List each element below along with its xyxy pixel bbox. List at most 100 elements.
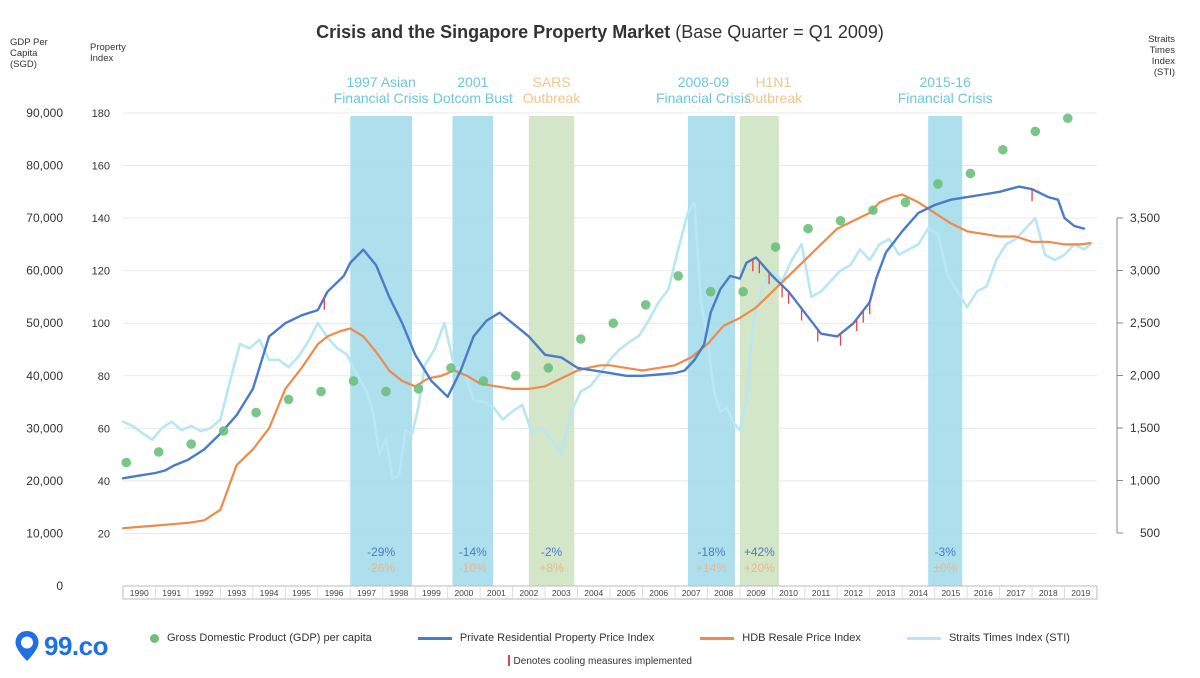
gdp-point — [511, 370, 521, 381]
location-pin-icon — [15, 631, 39, 661]
gdp-tick-label: 70,000 — [26, 211, 63, 225]
crisis-label: 2015-16 Financial Crisis — [855, 74, 1035, 106]
crisis-label: 1997 Asian Financial Crisis — [291, 74, 471, 106]
crisis-hdb-change: +14% — [696, 561, 727, 575]
sti-tick-label: 3,000 — [1130, 264, 1160, 278]
sti-tick-label: 1,000 — [1130, 474, 1160, 488]
gdp-point — [446, 363, 456, 373]
x-tick-label: 1995 — [292, 588, 311, 598]
sti-tick-label: 500 — [1140, 526, 1160, 540]
x-tick-label: 2014 — [909, 588, 928, 598]
legend-gdp-dot — [150, 633, 159, 643]
crisis-label-line2: Financial Crisis — [333, 90, 429, 106]
legend-hdb-label: HDB Resale Price Index — [742, 632, 861, 644]
crisis-label-line1: 2008-09 — [677, 74, 730, 90]
crisis-label: H1N1 Outbreak — [683, 74, 863, 106]
crisis-private-change: -2% — [541, 545, 563, 559]
x-tick-label: 1996 — [325, 588, 344, 598]
index-axis-title: Property Index — [90, 42, 126, 64]
index-tick-label: 140 — [92, 213, 110, 225]
crisis-hdb-change: +8% — [539, 561, 564, 575]
gdp-tick-label: 20,000 — [26, 474, 63, 488]
crisis-label: SARS Outbreak — [462, 74, 642, 106]
gdp-point — [316, 386, 326, 397]
gdp-point — [251, 407, 261, 418]
x-tick-label: 2008 — [714, 588, 733, 598]
gdp-tick-label: 30,000 — [26, 421, 63, 435]
crisis-band — [687, 116, 735, 586]
gdp-point — [543, 363, 554, 373]
x-tick-label: 1990 — [130, 588, 149, 598]
crisis-private-change: -29% — [367, 545, 395, 559]
logo: 99.co — [14, 630, 109, 662]
gdp-point — [575, 334, 586, 344]
gdp-point — [673, 271, 683, 281]
cooling-tick-icon — [508, 655, 510, 666]
gdp-point — [348, 376, 359, 386]
gdp-point — [705, 286, 716, 297]
hdb-series-line — [121, 193, 1092, 530]
index-tick-label: 120 — [92, 266, 110, 278]
legend-gdp-label: Gross Domestic Product (GDP) per capita — [167, 632, 372, 644]
x-tick-label: 1994 — [260, 588, 279, 598]
x-tick-label: 2011 — [812, 588, 831, 598]
gdp-point — [640, 300, 651, 310]
x-tick-label: 1997 — [357, 588, 376, 598]
gdp-point — [900, 197, 911, 208]
gdp-point — [1062, 113, 1073, 124]
gdp-tick-label: 50,000 — [26, 316, 63, 330]
crisis-label-line1: SARS — [532, 74, 571, 90]
crisis-label-line2: Financial Crisis — [897, 90, 993, 106]
crisis-band — [528, 116, 575, 586]
gdp-point — [738, 286, 748, 297]
x-tick-label: 1991 — [162, 588, 181, 598]
gdp-point — [770, 242, 781, 252]
x-tick-label: 1993 — [227, 588, 246, 598]
crisis-label-line1: 2015-16 — [919, 74, 971, 90]
crisis-label-line1: 2001 — [457, 74, 489, 90]
cooling-note: Denotes cooling measures implemented — [0, 655, 1200, 667]
gdp-point — [121, 457, 132, 468]
legend-item-private: Private Residential Property Price Index — [417, 632, 655, 644]
gdp-point — [965, 168, 976, 179]
crisis-label-line2: Outbreak — [744, 90, 803, 106]
crisis-band — [350, 116, 412, 586]
sti-tick-label: 2,000 — [1130, 369, 1160, 383]
gdp-point — [478, 376, 489, 386]
x-tick-label: 1999 — [422, 588, 441, 598]
index-tick-label: 160 — [92, 161, 110, 173]
crisis-label: 2001 Dotcom Bust — [383, 74, 563, 106]
crisis-band — [928, 116, 963, 586]
gdp-point — [868, 205, 878, 216]
gdp-tick-label: 0 — [56, 579, 63, 593]
gdp-tick-label: 90,000 — [26, 106, 63, 120]
crisis-band — [739, 116, 779, 586]
legend-item-sti: Straits Times Index (STI) — [906, 632, 1070, 644]
crisis-hdb-change: +20% — [744, 561, 775, 575]
cooling-note-text: Denotes cooling measures implemented — [513, 656, 692, 667]
x-tick-label: 2009 — [747, 588, 766, 598]
sti-tick-label: 1,500 — [1130, 421, 1160, 435]
sti-axis-title: Straits Times Index (STI) — [1148, 34, 1175, 78]
x-tick-label: 2017 — [1006, 588, 1025, 598]
gdp-point — [835, 215, 846, 226]
gdp-tick-label: 10,000 — [26, 526, 63, 540]
gdp-point — [283, 394, 294, 405]
crisis-private-change: -3% — [935, 545, 957, 559]
x-tick-label: 2010 — [779, 588, 798, 598]
legend-sti-label: Straits Times Index (STI) — [948, 632, 1070, 644]
x-tick-label: 2005 — [617, 588, 636, 598]
legend-item-hdb: HDB Resale Price Index — [700, 632, 861, 644]
chart-title: Crisis and the Singapore Property Market… — [0, 22, 1200, 43]
x-tick-label: 2002 — [519, 588, 538, 598]
x-tick-label: 2004 — [584, 588, 603, 598]
legend-private-label: Private Residential Property Price Index — [459, 632, 655, 644]
x-tick-label: 2019 — [1071, 588, 1090, 598]
gdp-axis-title: GDP Per Capita (SGD) — [10, 37, 48, 70]
x-tick-label: 2018 — [1039, 588, 1058, 598]
crisis-label-line2: Outbreak — [522, 90, 581, 106]
legend-item-gdp: Gross Domestic Product (GDP) per capita — [150, 632, 372, 644]
crisis-label-line2: Dotcom Bust — [432, 90, 513, 106]
sti-series-line — [121, 201, 1092, 480]
legend-sti-line — [906, 636, 941, 640]
